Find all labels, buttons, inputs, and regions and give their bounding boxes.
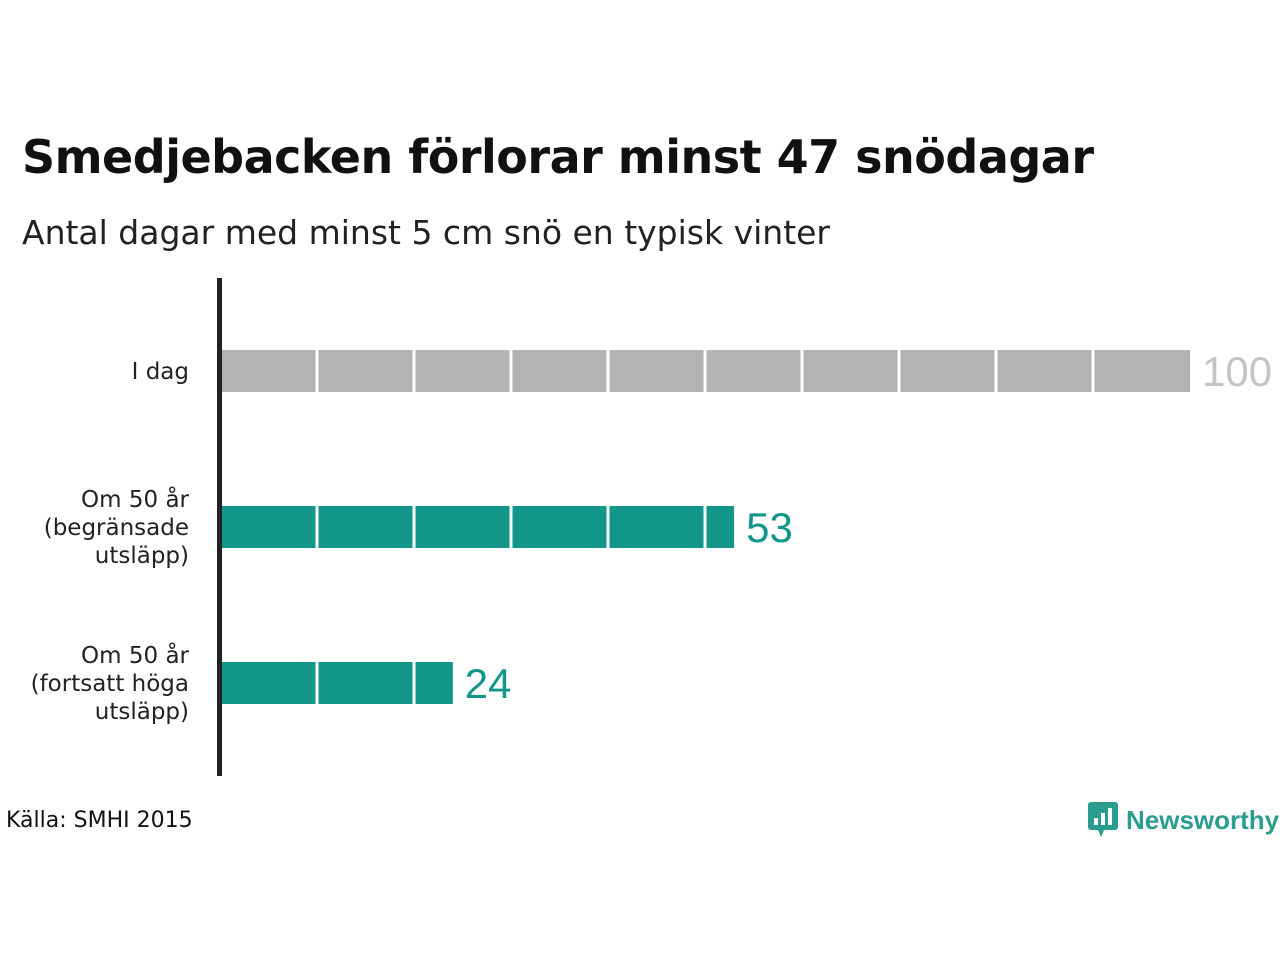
y-axis-line — [217, 278, 222, 776]
bar-segment-divider — [315, 506, 319, 548]
bar-segment-divider — [606, 506, 610, 548]
bar-segment-divider — [315, 350, 319, 392]
newsworthy-logo-icon — [1088, 802, 1118, 837]
bar-value-label: 53 — [746, 504, 793, 551]
brand-logo: Newsworthy — [1088, 802, 1279, 838]
bar-segment-divider — [509, 506, 513, 548]
category-label: Om 50 år (begränsade utsläpp) — [44, 485, 190, 569]
bar-segment-divider — [994, 350, 998, 392]
category-label-line: utsläpp) — [95, 543, 189, 569]
bar-segment-divider — [412, 506, 416, 548]
bar — [220, 662, 453, 704]
bar-segment-divider — [412, 662, 416, 704]
category-label-line: (begränsade — [44, 515, 189, 541]
category-label-line: utsläpp) — [95, 699, 189, 725]
category-label: Om 50 år (fortsatt höga utsläpp) — [31, 641, 190, 725]
chart-subtitle: Antal dagar med minst 5 cm snö en typisk… — [22, 213, 831, 252]
bar — [220, 506, 735, 548]
bar-segment-divider — [703, 506, 707, 548]
category-label-line: Om 50 år — [81, 641, 189, 669]
bar-segment-divider — [800, 350, 804, 392]
category-label-line: (fortsatt höga — [31, 671, 189, 697]
bar-segment-divider — [703, 350, 707, 392]
bar-segment-divider — [509, 350, 513, 392]
brand-name: Newsworthy — [1126, 804, 1280, 835]
bar-value-label: 100 — [1202, 348, 1272, 395]
bar-value-label: 24 — [465, 660, 512, 707]
bar-segment-divider — [897, 350, 901, 392]
bar-segment-divider — [315, 662, 319, 704]
source-note: Källa: SMHI 2015 — [6, 808, 193, 833]
bar-segment-divider — [606, 350, 610, 392]
category-label-line: Om 50 år — [81, 485, 189, 513]
chart-title: Smedjebacken förlorar minst 47 snödagar — [22, 130, 1094, 184]
bar-segment-divider — [1091, 350, 1095, 392]
bar-segment-divider — [412, 350, 416, 392]
category-label: I dag — [132, 359, 189, 385]
category-label-line: I dag — [132, 359, 189, 385]
